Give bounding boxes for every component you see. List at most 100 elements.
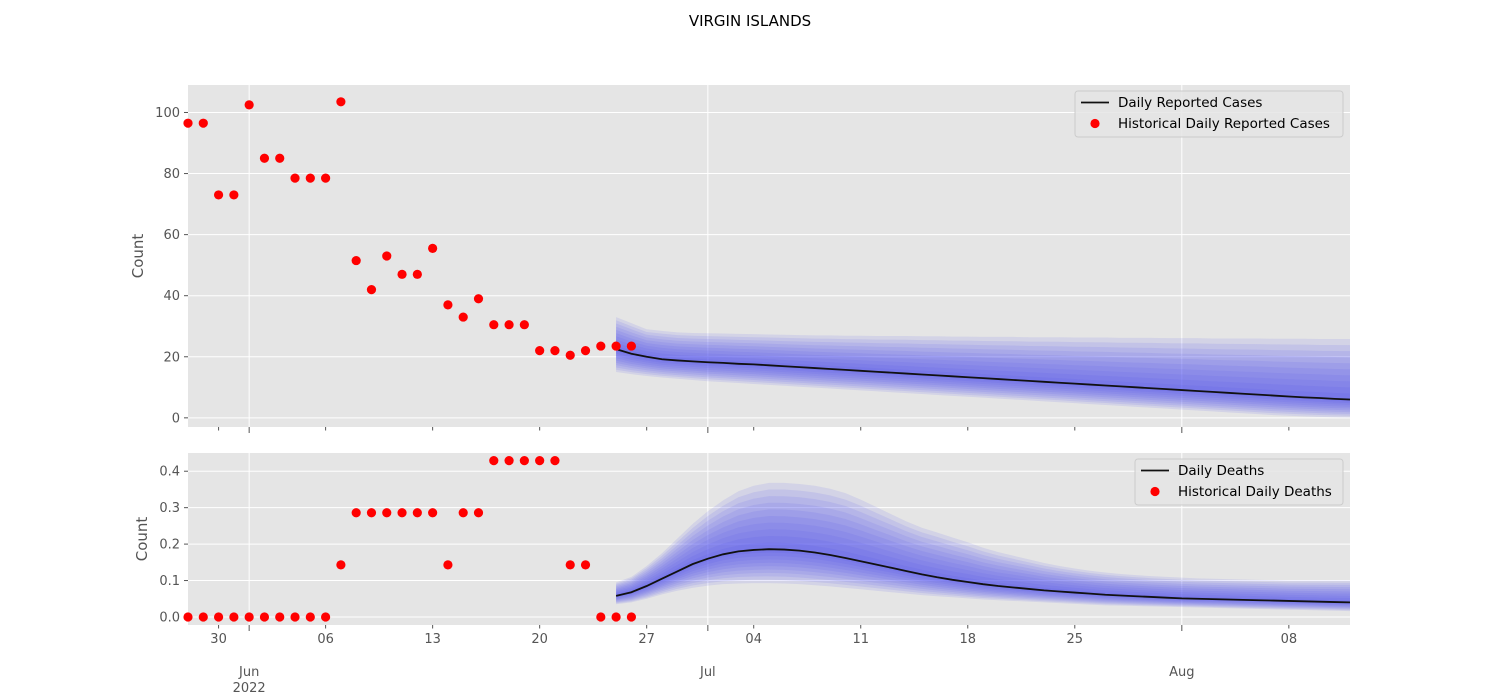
historical-point: [580, 346, 591, 356]
historical-point: [351, 508, 361, 518]
plot-area: [188, 85, 1350, 427]
historical-point: [550, 346, 560, 356]
legend-box: [1134, 458, 1344, 506]
forecast-band: [616, 529, 1350, 606]
historical-point: [397, 269, 407, 279]
forecast-band: [616, 489, 1350, 611]
x-minor-tick-label: 06: [317, 632, 334, 647]
historical-point: [351, 255, 361, 266]
x-minor-tick-label: 08: [1281, 632, 1298, 647]
historical-point: [535, 456, 545, 466]
historical-point: [565, 350, 575, 360]
legend-entry-historical: Historical Daily Reported Cases: [1118, 116, 1330, 132]
historical-point: [596, 612, 606, 622]
historical-point: [519, 456, 529, 466]
historical-point: [626, 612, 636, 622]
historical-point: [580, 560, 591, 570]
historical-point: [305, 173, 315, 183]
historical-point: [428, 508, 438, 518]
historical-point: [366, 284, 377, 295]
historical-point: [458, 508, 468, 518]
historical-point: [183, 612, 193, 622]
historical-point: [611, 341, 621, 351]
forecast-band: [616, 323, 1350, 414]
plot-content: [615, 482, 1350, 612]
historical-point: [259, 153, 270, 163]
historical-point: [198, 118, 208, 128]
historical-point: [244, 612, 254, 622]
x-major-tick-label: Jun: [238, 665, 259, 680]
legend-box: [1074, 90, 1344, 138]
forecast-band: [616, 496, 1350, 610]
historical-point: [458, 312, 468, 322]
historical-point: [275, 153, 285, 163]
historical-point: [275, 612, 285, 622]
historical-point: [504, 456, 514, 466]
x-major-tick-label: Jul: [699, 665, 716, 680]
historical-point: [550, 456, 560, 466]
forecast-band: [616, 320, 1350, 416]
x-year-label: 2022: [233, 681, 266, 696]
historical-point: [565, 560, 575, 570]
legend: Daily Deaths Historical Daily Deaths: [1134, 458, 1344, 506]
historical-point: [321, 612, 331, 622]
historical-point: [305, 612, 315, 622]
historical-point: [473, 294, 484, 304]
forecast-band: [616, 482, 1350, 612]
x-minor-tick-label: 25: [1067, 632, 1084, 647]
cases-chart: 0 20 40 60 80 100 Count Daily Reported Cases His…: [129, 85, 1350, 427]
forecast-band: [616, 329, 1350, 411]
y-tick-label: 0.1: [159, 574, 180, 589]
y-tick-label: 0.3: [159, 501, 180, 516]
historical-point: [504, 320, 514, 330]
historical-point: [336, 97, 346, 107]
legend-entry-forecast: Daily Deaths: [1178, 463, 1264, 479]
forecast-band: [616, 345, 1350, 402]
historical-point: [336, 560, 346, 570]
historical-point: [382, 508, 392, 518]
y-tick-label: 80: [163, 167, 180, 182]
historical-point: [213, 190, 224, 200]
historical-point: [397, 508, 407, 518]
forecast-median-line: [615, 348, 1350, 401]
historical-point: [535, 346, 545, 356]
forecast-band: [616, 516, 1350, 607]
historical-point: [596, 341, 606, 351]
forecast-band: [616, 522, 1350, 606]
historical-point: [290, 612, 300, 622]
y-tick-label: 0.2: [159, 538, 180, 553]
historical-point: [519, 320, 529, 330]
forecast-band: [616, 342, 1350, 404]
y-tick-label: 0.0: [159, 610, 180, 625]
x-minor-tick-label: 04: [745, 632, 762, 647]
historical-point: [412, 508, 422, 518]
historical-point: [412, 269, 422, 279]
x-minor-tick-label: 18: [959, 632, 976, 647]
x-minor-tick-label: 13: [424, 632, 441, 647]
y-tick-label: 100: [155, 106, 180, 121]
historical-point: [183, 118, 193, 128]
y-tick-label: 20: [163, 350, 180, 365]
deaths-chart: 0.0 0.1 0.2 0.3 0.4 Count Daily Deaths Historic…: [133, 453, 1350, 625]
historical-point: [259, 612, 270, 622]
legend-entry-forecast: Daily Reported Cases: [1118, 95, 1262, 111]
x-minor-tick-label: 27: [638, 632, 655, 647]
historical-point: [489, 320, 499, 330]
historical-point: [213, 612, 224, 622]
forecast-band: [616, 326, 1350, 413]
historical-point: [626, 341, 636, 351]
y-tick-label: 40: [163, 289, 180, 304]
y-tick-label: 0.4: [159, 465, 180, 480]
y-tick-label: 0: [172, 411, 180, 426]
legend: Daily Reported Cases Historical Daily Rep…: [1074, 90, 1344, 138]
legend-entry-historical: Historical Daily Deaths: [1178, 484, 1332, 500]
historical-point: [473, 508, 484, 518]
historical-point: [244, 100, 254, 110]
plot-content: [615, 317, 1350, 418]
forecast-band: [616, 509, 1350, 608]
historical-point: [366, 508, 377, 518]
forecast-band: [616, 317, 1350, 418]
forecast-median-line: [615, 548, 1350, 604]
x-minor-tick-label: 11: [852, 632, 869, 647]
